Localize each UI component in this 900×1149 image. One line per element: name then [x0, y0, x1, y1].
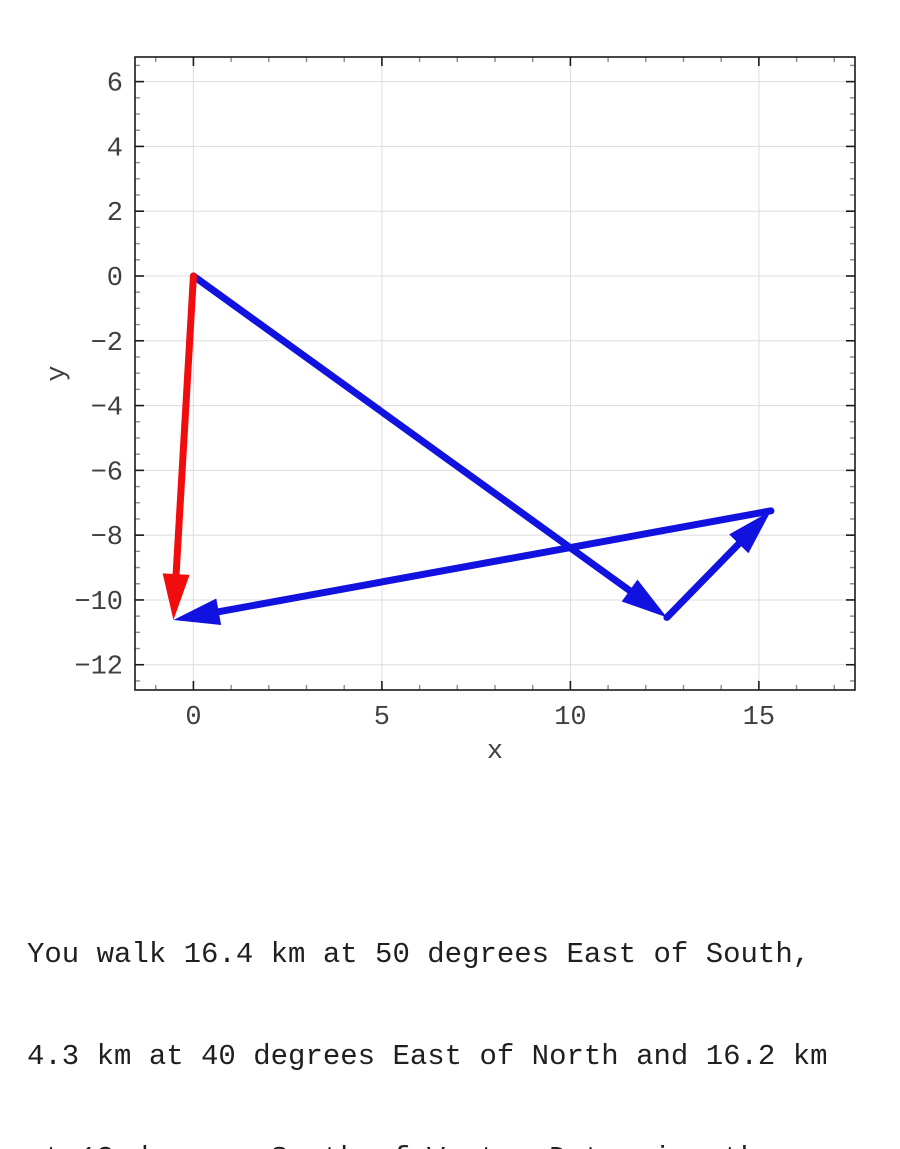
y-tick-label: −8 — [91, 523, 123, 553]
problem-text: You walk 16.4 km at 50 degrees East of S… — [27, 870, 887, 1149]
y-tick-label: 4 — [107, 134, 123, 164]
vector-head-leg-3 — [173, 598, 222, 626]
x-tick-label: 10 — [554, 703, 586, 733]
vector-shaft-leg-2 — [663, 534, 748, 621]
problem-line: 4.3 km at 40 degrees East of North and 1… — [27, 1040, 828, 1073]
chart-svg: 0 5 10 15 −12 −10 −8 −6 −4 −2 0 2 4 6 x y — [43, 56, 856, 767]
y-tick-label: −12 — [74, 653, 123, 683]
y-tick-label: −2 — [91, 329, 123, 359]
problem-line: at 12 degrees South of West. Determine t… — [27, 1142, 887, 1149]
plot-border — [134, 56, 856, 691]
x-axis-label: x — [487, 737, 503, 767]
problem-line: You walk 16.4 km at 50 degrees East of S… — [27, 938, 811, 971]
x-tick-label: 0 — [185, 703, 201, 733]
vector-shaft-resultant — [172, 272, 197, 586]
y-axis-label: y — [43, 365, 73, 381]
vector-head-resultant — [162, 573, 190, 621]
vector-head-leg-2 — [729, 510, 771, 554]
vector-shaft-leg-3 — [207, 507, 775, 617]
vector-plot-figure: 0 5 10 15 −12 −10 −8 −6 −4 −2 0 2 4 6 x y — [43, 56, 856, 767]
y-tick-label: −4 — [91, 394, 123, 424]
y-tick-label: −6 — [91, 458, 123, 488]
x-tick-label: 5 — [374, 703, 390, 733]
y-tick-label: 6 — [107, 70, 123, 100]
y-tick-label: 2 — [107, 199, 123, 229]
vector-shaft-leg-1 — [189, 272, 640, 599]
y-tick-label: −10 — [74, 588, 123, 618]
x-tick-label: 15 — [743, 703, 775, 733]
vector-head-leg-1 — [621, 579, 667, 618]
y-tick-label: 0 — [107, 264, 123, 294]
